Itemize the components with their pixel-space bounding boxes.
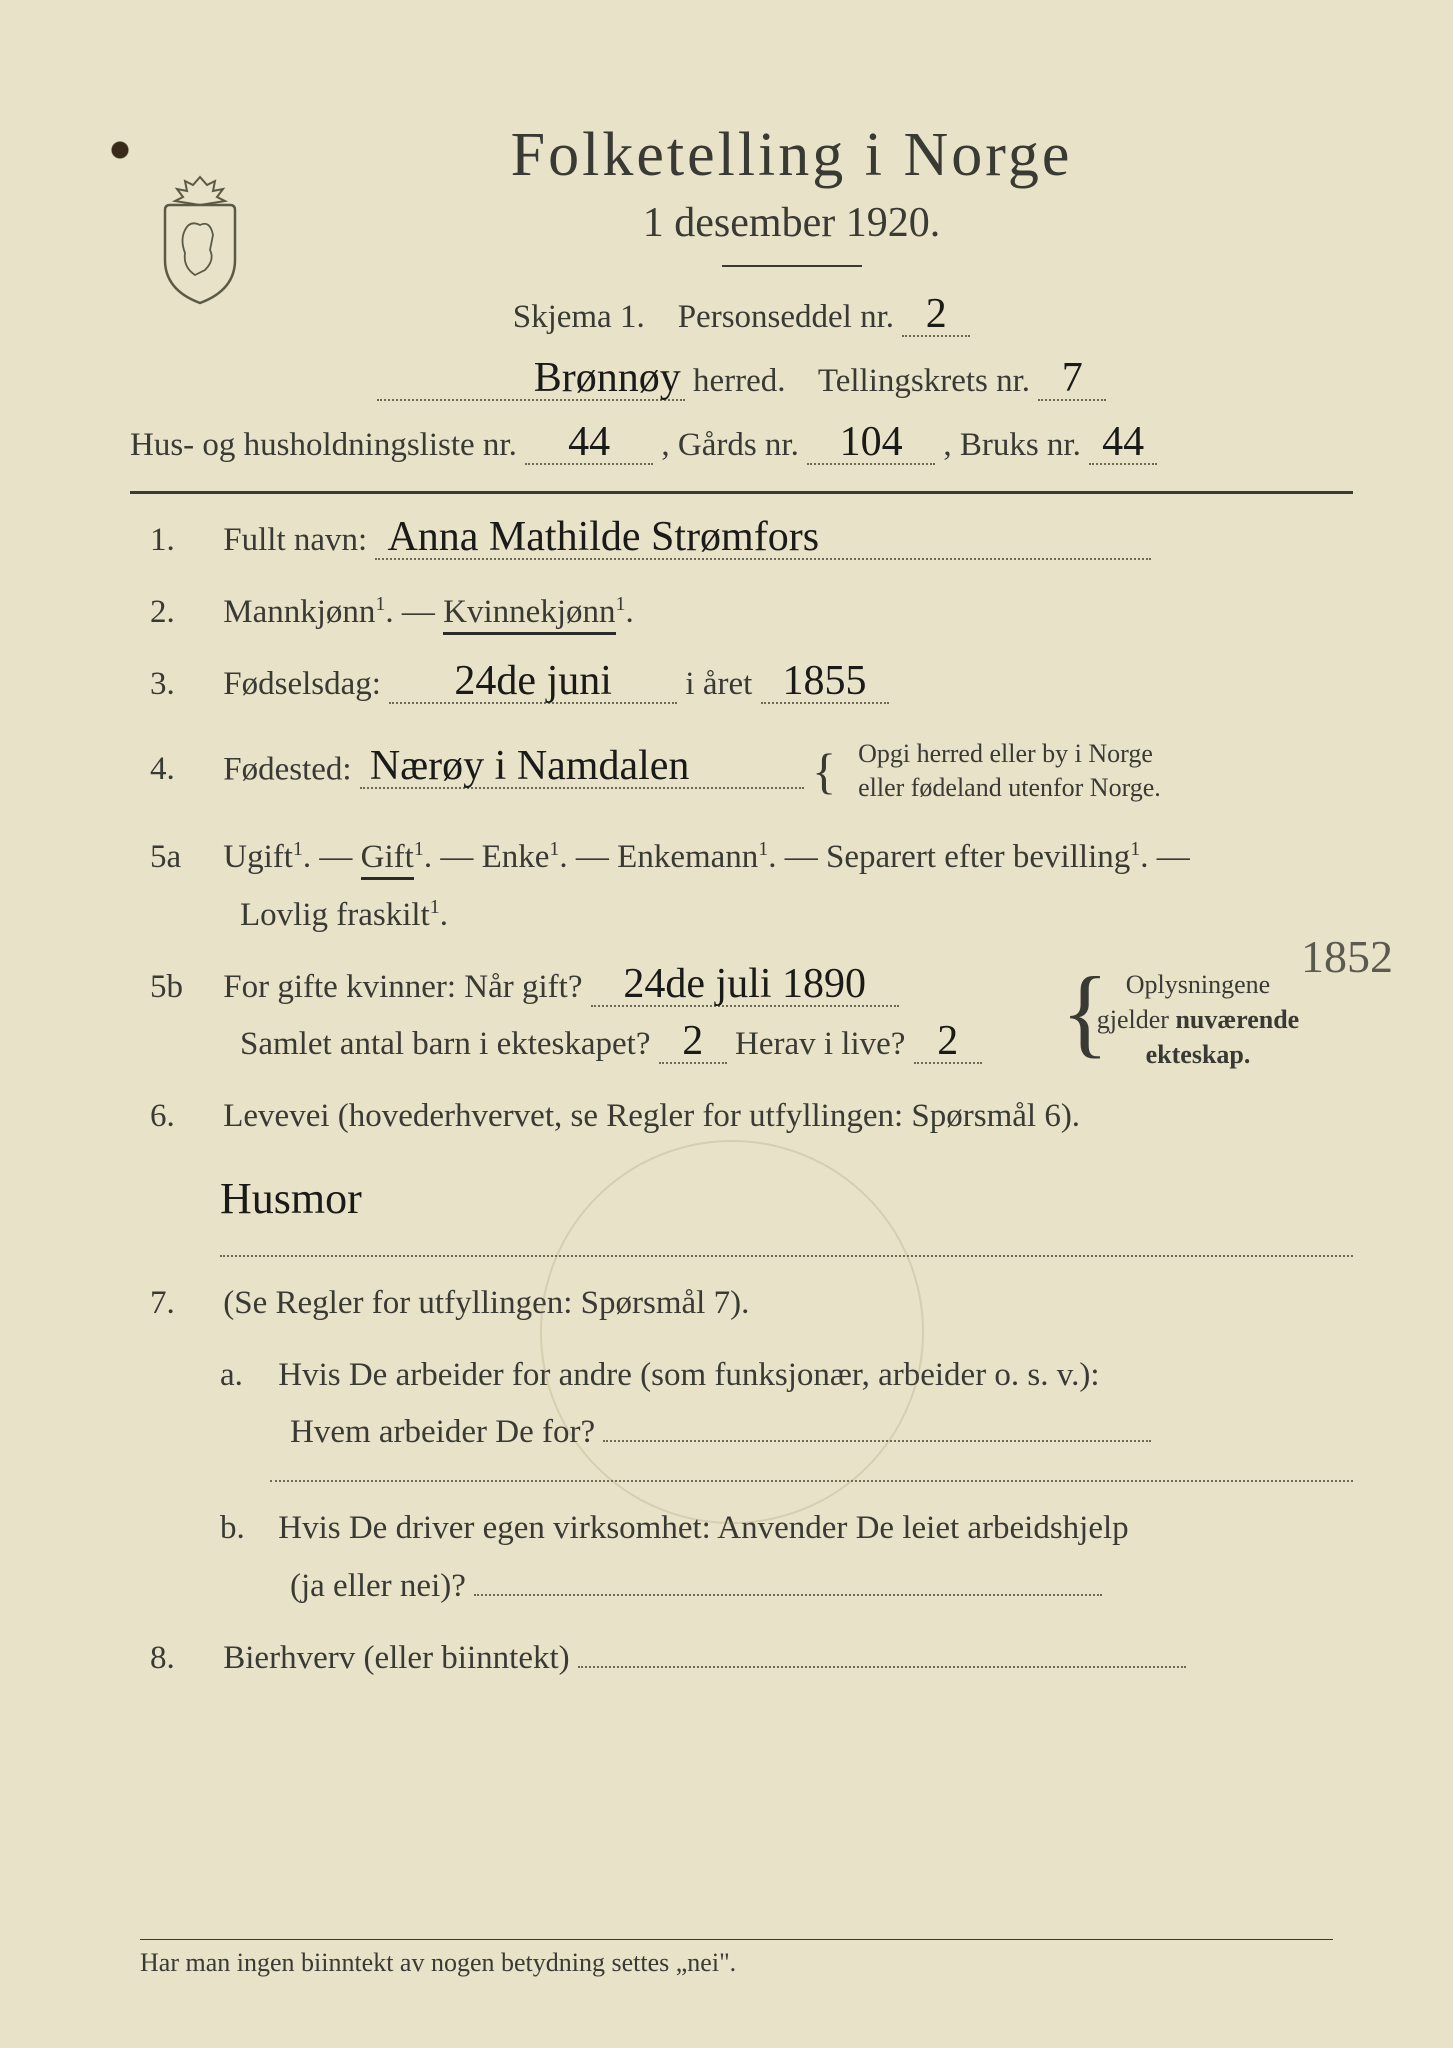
q5b-live-value: 2 (914, 1020, 982, 1064)
q4-value: Nærøy i Namdalen (360, 745, 804, 789)
krets-nr: 7 (1038, 357, 1106, 401)
q8-label: Bierhverv (eller biinntekt) (223, 1640, 569, 1676)
q7a-l2: Hvem arbeider De for? (290, 1414, 595, 1450)
coat-of-arms-icon (155, 175, 245, 305)
q6-blank-line (220, 1255, 1353, 1257)
skjema-line: Skjema 1. Personseddel nr. 2 (130, 289, 1353, 345)
q7b: b. Hvis De driver egen virksomhet: Anven… (150, 1500, 1353, 1616)
q7a-let: a. (220, 1347, 270, 1405)
person-nr-value: 2 (902, 293, 970, 337)
q5b-barn-value: 2 (659, 1020, 727, 1064)
q3-label: Fødselsdag: (223, 666, 381, 702)
q5b-label-a: For gifte kvinner: Når gift? (223, 969, 582, 1005)
q6-label: Levevei (hovederhvervet, se Regler for u… (223, 1098, 1080, 1134)
q5b-label-b: Samlet antal barn i ekteskapet? (240, 1026, 651, 1062)
q2-mann: Mannkjønn (223, 594, 375, 630)
opt-enkemann: Enkemann (617, 839, 758, 875)
title-divider (722, 265, 862, 267)
herred-label: herred. (693, 363, 786, 399)
q7b-l2: (ja eller nei)? (290, 1568, 466, 1604)
q6-num: 6. (150, 1088, 215, 1146)
q4: 4. Fødested: Nærøy i Namdalen { Opgi her… (150, 728, 1353, 816)
q6-value: Husmor (220, 1174, 362, 1223)
q5a-num: 5a (150, 829, 215, 887)
q2-kvinne: Kvinnekjønn (443, 594, 615, 635)
hus-line: Hus- og husholdningsliste nr. 44 , Gårds… (130, 417, 1353, 473)
q6: 6. Levevei (hovederhvervet, se Regler fo… (150, 1088, 1353, 1146)
q5b: 5b For gifte kvinner: Når gift? 24de jul… (150, 959, 1353, 1075)
q7-label: (Se Regler for utfyllingen: Spørsmål 7). (223, 1285, 749, 1321)
opt-ugift: Ugift (223, 839, 293, 875)
subtitle: 1 desember 1920. (230, 199, 1353, 247)
skjema-label: Skjema 1. (513, 299, 645, 335)
q4-label: Fødested: (223, 751, 351, 787)
hus-nr: 44 (525, 421, 653, 465)
bruks-label: , Bruks nr. (943, 427, 1081, 463)
q1-label: Fullt navn: (223, 522, 367, 558)
person-label: Personseddel nr. (678, 299, 894, 335)
q3-year: 1855 (761, 660, 889, 704)
q5b-side-note: { Oplysningene gjelder nuværende ekteska… (1083, 967, 1313, 1072)
bruks-nr: 44 (1089, 421, 1157, 465)
q7a-value (603, 1440, 1151, 1442)
opt-separert: Separert efter bevilling (826, 839, 1130, 875)
q7b-value (474, 1594, 1102, 1596)
q2: 2. Mannkjønn1. — Kvinnekjønn1. (150, 584, 1353, 642)
q7-num: 7. (150, 1275, 215, 1333)
main-title: Folketelling i Norge (230, 120, 1353, 191)
hus-label: Hus- og husholdningsliste nr. (130, 427, 517, 463)
brace-icon: { (1061, 967, 1109, 1057)
q1-num: 1. (150, 512, 215, 570)
q5b-num: 5b (150, 959, 215, 1017)
krets-label: Tellingskrets nr. (818, 363, 1030, 399)
census-form-page: Folketelling i Norge 1 desember 1920. Sk… (0, 0, 1453, 2048)
q7: 7. (Se Regler for utfyllingen: Spørsmål … (150, 1275, 1353, 1333)
gards-nr: 104 (807, 421, 935, 465)
q7b-l1: Hvis De driver egen virksomhet: Anvender… (278, 1510, 1128, 1546)
q4-num: 4. (150, 741, 215, 799)
herred-value: Brønnøy (377, 357, 685, 401)
q8-num: 8. (150, 1630, 215, 1688)
opt-enke: Enke (482, 839, 550, 875)
q5b-label-c: Herav i live? (735, 1026, 905, 1062)
q4-note: Opgi herred eller by i Norge eller fødel… (848, 737, 1161, 805)
q7a: a. Hvis De arbeider for andre (som funks… (150, 1347, 1353, 1463)
q1: 1. Fullt navn: Anna Mathilde Strømfors (150, 512, 1353, 570)
opt-fraskilt: Lovlig fraskilt (240, 897, 430, 933)
q3-day: 24de juni (389, 660, 677, 704)
q3: 3. Fødselsdag: 24de juni i året 1855 (150, 656, 1353, 714)
header-divider (130, 491, 1353, 494)
bracket-icon: { (812, 743, 836, 799)
herred-line: Brønnøy herred. Tellingskrets nr. 7 (130, 353, 1353, 409)
q3-num: 3. (150, 656, 215, 714)
q7a-l1: Hvis De arbeider for andre (som funksjon… (278, 1357, 1099, 1393)
q7a-blank-line (270, 1480, 1353, 1482)
opt-gift: Gift (361, 839, 414, 880)
footnote: Har man ingen biinntekt av nogen betydni… (140, 1939, 1333, 1978)
q7b-let: b. (220, 1500, 270, 1558)
q3-mid: i året (685, 666, 760, 702)
q1-value: Anna Mathilde Strømfors (375, 516, 1151, 560)
q5a: 5a Ugift1. — Gift1. — Enke1. — Enkemann1… (150, 829, 1353, 945)
q8: 8. Bierhverv (eller biinntekt) (150, 1630, 1353, 1688)
gards-label: , Gårds nr. (661, 427, 798, 463)
q6-answer-line: Husmor (220, 1160, 1353, 1237)
q8-value (578, 1666, 1186, 1668)
q5b-gift-value: 24de juli 1890 (591, 963, 899, 1007)
q2-num: 2. (150, 584, 215, 642)
